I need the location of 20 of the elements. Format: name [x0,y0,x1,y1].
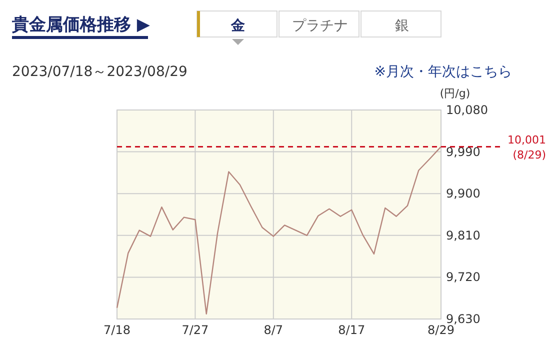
y-tick-label: 10,080 [446,103,488,117]
x-tick-label: 7/27 [182,323,209,337]
chart-subtitle: 2023/07/18～2023/08/29 [12,64,188,80]
y-tick-label: 9,900 [446,186,480,201]
tab: プラチナ [278,10,360,38]
x-tick-label: 8/7 [264,323,284,337]
ref-line-label: 10,001 [508,134,546,147]
text: (8/29) [512,148,546,162]
text: ※月次・年次はこちら [374,64,512,80]
x-tick-label: 7/18 [104,323,130,337]
tab: 銀 [360,10,442,38]
y-axis-title: (円/g) [440,87,470,100]
y-tick-label: 9,720 [446,270,480,284]
x-tick-label: 8/29 [428,323,454,337]
y-tick-label: 9,810 [446,228,480,242]
chart-title: 貴金属価格推移 ▶ [11,15,151,35]
line-series [116,146,442,314]
y-tick-label: 9,630 [446,312,480,326]
x-tick-label: 8/17 [338,323,366,337]
y-tick-label: 9,990 [446,144,480,159]
